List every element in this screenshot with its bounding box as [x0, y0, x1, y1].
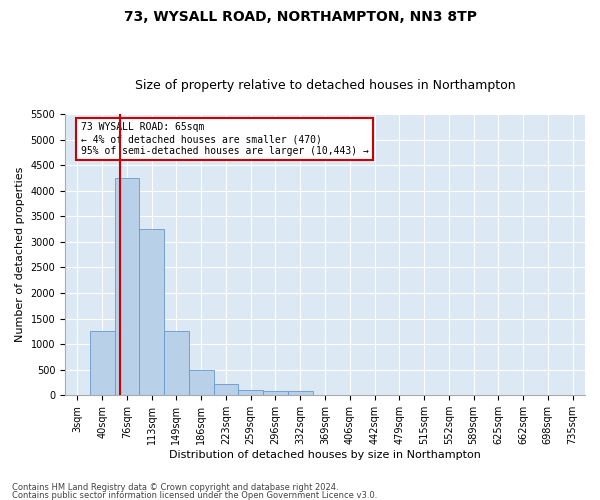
X-axis label: Distribution of detached houses by size in Northampton: Distribution of detached houses by size …	[169, 450, 481, 460]
Bar	[288, 392, 313, 395]
Title: Size of property relative to detached houses in Northampton: Size of property relative to detached ho…	[135, 79, 515, 92]
Bar	[238, 390, 263, 395]
Bar	[263, 392, 288, 395]
Bar	[189, 370, 214, 395]
Bar	[214, 384, 238, 395]
Bar	[139, 229, 164, 395]
Bar	[115, 178, 139, 395]
Text: Contains HM Land Registry data © Crown copyright and database right 2024.: Contains HM Land Registry data © Crown c…	[12, 484, 338, 492]
Text: 73 WYSALL ROAD: 65sqm
← 4% of detached houses are smaller (470)
95% of semi-deta: 73 WYSALL ROAD: 65sqm ← 4% of detached h…	[80, 122, 368, 156]
Text: 73, WYSALL ROAD, NORTHAMPTON, NN3 8TP: 73, WYSALL ROAD, NORTHAMPTON, NN3 8TP	[124, 10, 476, 24]
Bar	[90, 332, 115, 395]
Y-axis label: Number of detached properties: Number of detached properties	[15, 167, 25, 342]
Bar	[164, 332, 189, 395]
Text: Contains public sector information licensed under the Open Government Licence v3: Contains public sector information licen…	[12, 490, 377, 500]
